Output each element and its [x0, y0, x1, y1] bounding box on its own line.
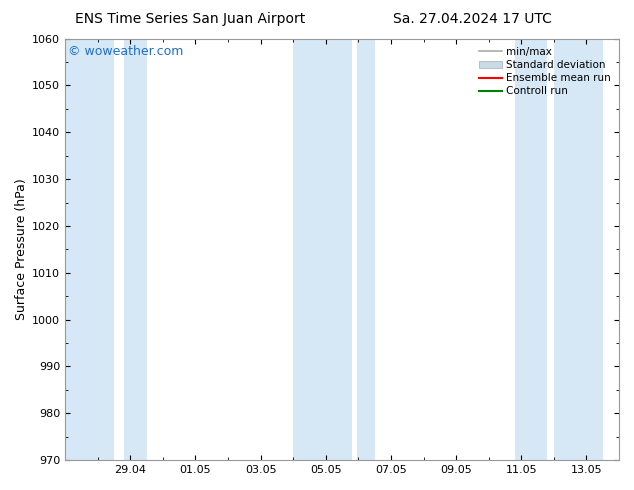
Bar	[124, 39, 146, 460]
Bar	[65, 39, 114, 460]
Legend: min/max, Standard deviation, Ensemble mean run, Controll run: min/max, Standard deviation, Ensemble me…	[476, 44, 614, 99]
Bar	[293, 39, 352, 460]
Text: © woweather.com: © woweather.com	[68, 45, 183, 58]
Y-axis label: Surface Pressure (hPa): Surface Pressure (hPa)	[15, 178, 28, 320]
Bar	[357, 39, 375, 460]
Bar	[554, 39, 603, 460]
Text: ENS Time Series San Juan Airport: ENS Time Series San Juan Airport	[75, 12, 306, 26]
Bar	[515, 39, 547, 460]
Text: Sa. 27.04.2024 17 UTC: Sa. 27.04.2024 17 UTC	[393, 12, 552, 26]
